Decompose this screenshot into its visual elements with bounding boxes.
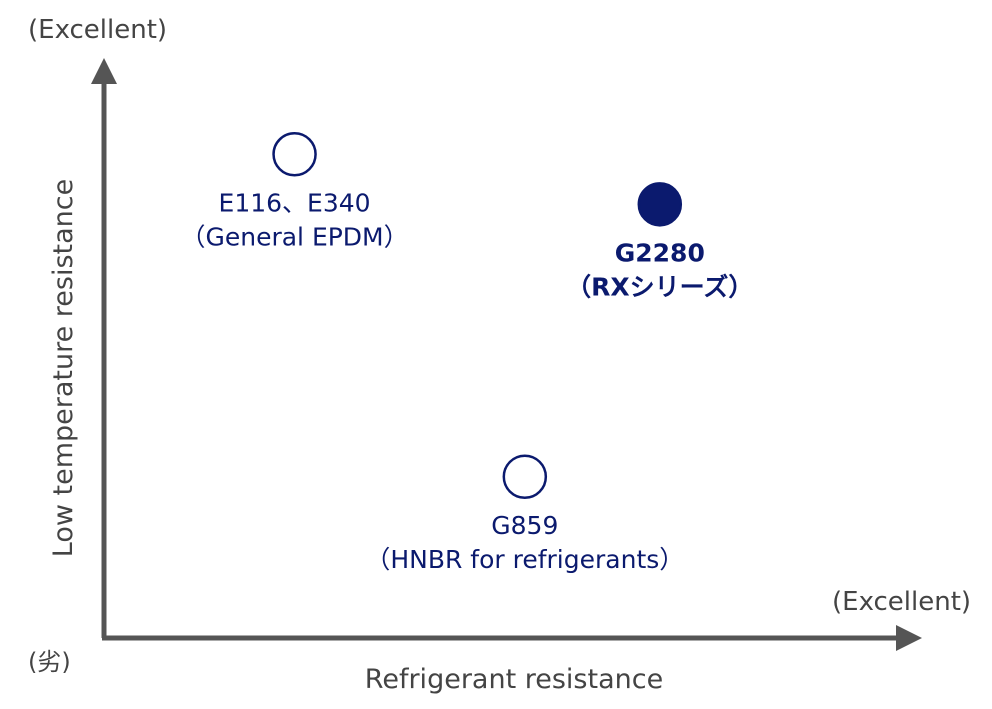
data-point-label: G2280	[615, 238, 705, 267]
x-axis-high-label: (Excellent)	[832, 587, 971, 617]
origin-label: (劣)	[28, 648, 71, 676]
data-point-marker	[502, 454, 548, 500]
x-axis-label: Refrigerant resistance	[365, 664, 663, 695]
data-point-marker	[272, 132, 317, 177]
data-points: E116、E340 （General EPDM） G2280 （RXシリーズ） G859…	[180, 132, 753, 574]
y-axis-high-label: (Excellent)	[28, 15, 167, 45]
y-axis-label: Low temperature resistance	[48, 179, 79, 558]
data-point-marker	[637, 182, 683, 227]
data-point-sublabel: （General EPDM）	[180, 222, 408, 251]
data-point-label: E116、E340	[219, 188, 371, 217]
x-axis-arrowhead	[896, 625, 922, 651]
data-point-label: G859	[491, 511, 558, 540]
data-point-sublabel: （RXシリーズ）	[566, 272, 753, 301]
data-point-sublabel: （HNBR for refrigerants）	[365, 545, 684, 574]
y-axis-arrowhead	[91, 58, 117, 84]
